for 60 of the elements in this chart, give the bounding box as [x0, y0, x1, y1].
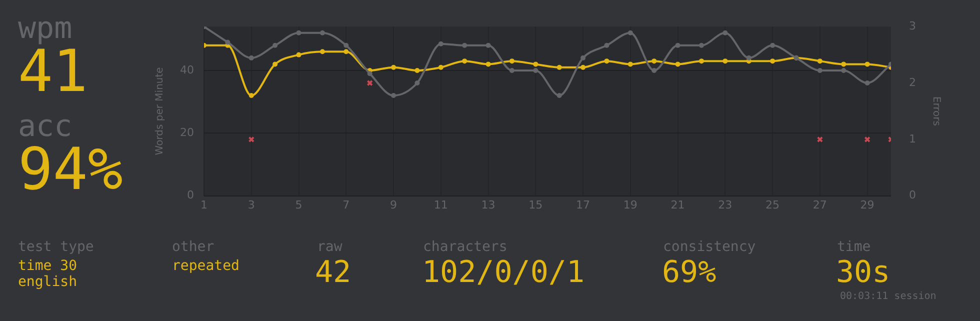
- point: [272, 62, 278, 67]
- point: [391, 64, 396, 70]
- point: [320, 49, 325, 54]
- text: 69%: [662, 255, 716, 290]
- point: [414, 68, 420, 73]
- point: [296, 52, 302, 58]
- point: [462, 42, 468, 48]
- point: [746, 55, 752, 60]
- point: [225, 40, 230, 45]
- point: [770, 58, 776, 64]
- point: [533, 62, 538, 67]
- point: [438, 41, 444, 46]
- point: [580, 64, 586, 70]
- point: [604, 42, 610, 48]
- point: [864, 80, 870, 86]
- text: repeated: [172, 258, 240, 274]
- point: [509, 68, 514, 73]
- point: [462, 58, 468, 64]
- point: [344, 42, 349, 48]
- point: [344, 49, 349, 54]
- point: [556, 64, 562, 70]
- point: [864, 62, 870, 67]
- point: [652, 68, 657, 73]
- point: [817, 68, 822, 73]
- point: [272, 42, 278, 48]
- point: [580, 55, 586, 60]
- point: [675, 42, 680, 48]
- point: [367, 71, 372, 76]
- point: [770, 42, 776, 48]
- point: [698, 42, 704, 48]
- point: [841, 68, 846, 73]
- point: [841, 62, 846, 67]
- point: [391, 93, 396, 98]
- point: [533, 68, 538, 73]
- point: [486, 42, 491, 48]
- text: 30s: [836, 255, 890, 290]
- text: time 30: [18, 258, 78, 274]
- point: [438, 64, 444, 70]
- point: [486, 62, 491, 67]
- text: 42: [315, 255, 352, 290]
- point: [722, 58, 728, 64]
- point: [628, 62, 633, 67]
- text: 102/0/0/1: [422, 255, 585, 290]
- point: [414, 80, 420, 86]
- point: [556, 93, 562, 98]
- point: [675, 62, 680, 67]
- point: [296, 30, 302, 36]
- point: [652, 58, 657, 64]
- point: [698, 58, 704, 64]
- point: [248, 55, 254, 60]
- point: [509, 58, 514, 64]
- text: english: [18, 274, 78, 290]
- point: [817, 58, 822, 64]
- point: [628, 30, 633, 36]
- point: [722, 30, 728, 36]
- point: [604, 58, 610, 64]
- text: 94%: [18, 135, 123, 203]
- point: [248, 93, 254, 98]
- point: [320, 30, 325, 36]
- line-series: [204, 26, 891, 98]
